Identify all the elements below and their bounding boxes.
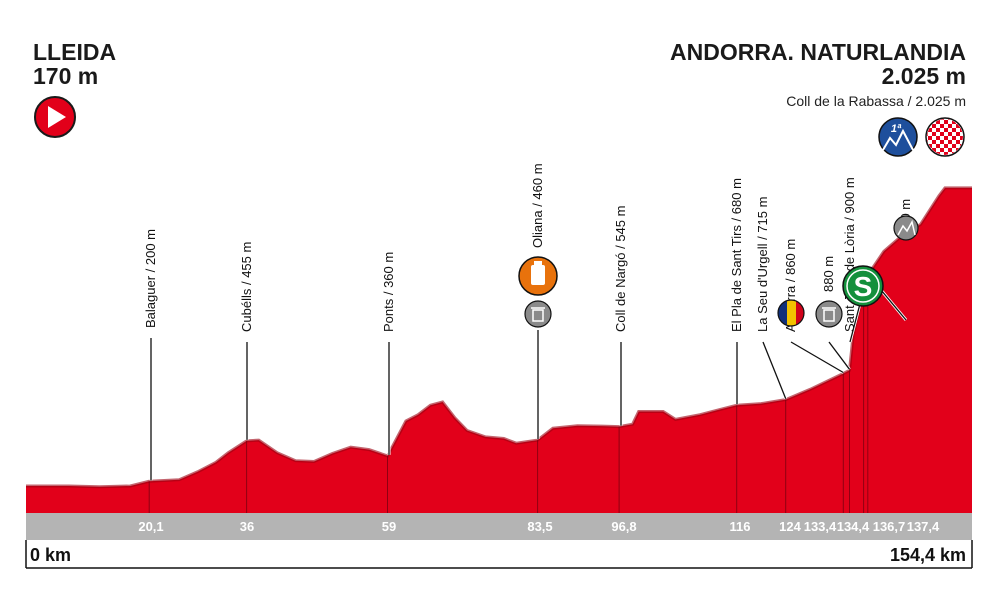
- waypoint-label: Sant Julià de Lòria / 900 m: [842, 177, 857, 332]
- km-tick-label: 83,5: [527, 519, 552, 534]
- waypoint-label: 880 m: [821, 256, 836, 292]
- waypoint-label: La Seu d'Urgell / 715 m: [755, 197, 770, 332]
- route-icons: S: [518, 215, 919, 328]
- km-tick-labels: 20,1 36 59 83,5 96,8 116 124 133,4 134,4 136,7 137…: [138, 519, 940, 534]
- finish-altitude: 2.025 m: [882, 63, 966, 89]
- waypoint-label: El Pla de Sant Tirs / 680 m: [729, 178, 744, 332]
- waypoint-label: Cubélls / 455 m: [239, 242, 254, 332]
- km-tick-label: 96,8: [611, 519, 636, 534]
- waypoint-label: Oliana / 460 m: [530, 163, 545, 248]
- waypoint-line: [762, 341, 787, 399]
- start-play-icon: [34, 96, 76, 138]
- distance-axis-band: [26, 513, 972, 540]
- km-tick-label: 136,7: [873, 519, 906, 534]
- km-end-label: 154,4 km: [890, 545, 966, 565]
- feed-zone-icon: [518, 256, 558, 296]
- andorra-flag-icon: [777, 299, 805, 327]
- km-start-label: 0 km: [30, 545, 71, 565]
- start-altitude: 170 m: [33, 63, 98, 89]
- waste-zone-icon: [524, 300, 552, 328]
- waypoint-lines: [148, 273, 908, 513]
- waypoint-label: Coll de Nargó / 545 m: [613, 206, 628, 332]
- waypoint-label: Balaguer / 200 m: [143, 229, 158, 328]
- km-tick-label: 116: [730, 519, 751, 534]
- km-tick-label: 134,4: [837, 519, 870, 534]
- km-tick-label: 124: [779, 519, 801, 534]
- mountain-point-icon: [893, 215, 919, 241]
- finish-name: ANDORRA. NATURLANDIA: [670, 39, 966, 65]
- mountain-category-icon: 1ª: [878, 117, 918, 157]
- sprint-letter: S: [854, 271, 873, 302]
- km-tick-label: 133,4: [804, 519, 837, 534]
- waypoint-labels: Balaguer / 200 m Cubélls / 455 m Ponts / 3…: [143, 163, 913, 332]
- waypoint-line: [790, 341, 844, 374]
- km-tick-label: 20,1: [138, 519, 163, 534]
- sprint-icon: S: [842, 265, 884, 307]
- start-name: LLEIDA: [33, 39, 116, 65]
- km-tick-label: 137,4: [907, 519, 940, 534]
- finish-climb-label: Coll de la Rabassa / 2.025 m: [786, 93, 966, 109]
- km-tick-label: 36: [240, 519, 254, 534]
- waypoint-line: [828, 341, 851, 370]
- mountain-category-label: 1ª: [891, 123, 902, 135]
- finish-flag-icon: [925, 117, 965, 157]
- waypoint-label: Ponts / 360 m: [381, 252, 396, 332]
- profile-fill: [26, 187, 972, 513]
- profile-rim: [26, 186, 972, 489]
- waste-zone-icon: [815, 300, 843, 328]
- profile-area: [26, 186, 972, 513]
- km-tick-label: 59: [382, 519, 396, 534]
